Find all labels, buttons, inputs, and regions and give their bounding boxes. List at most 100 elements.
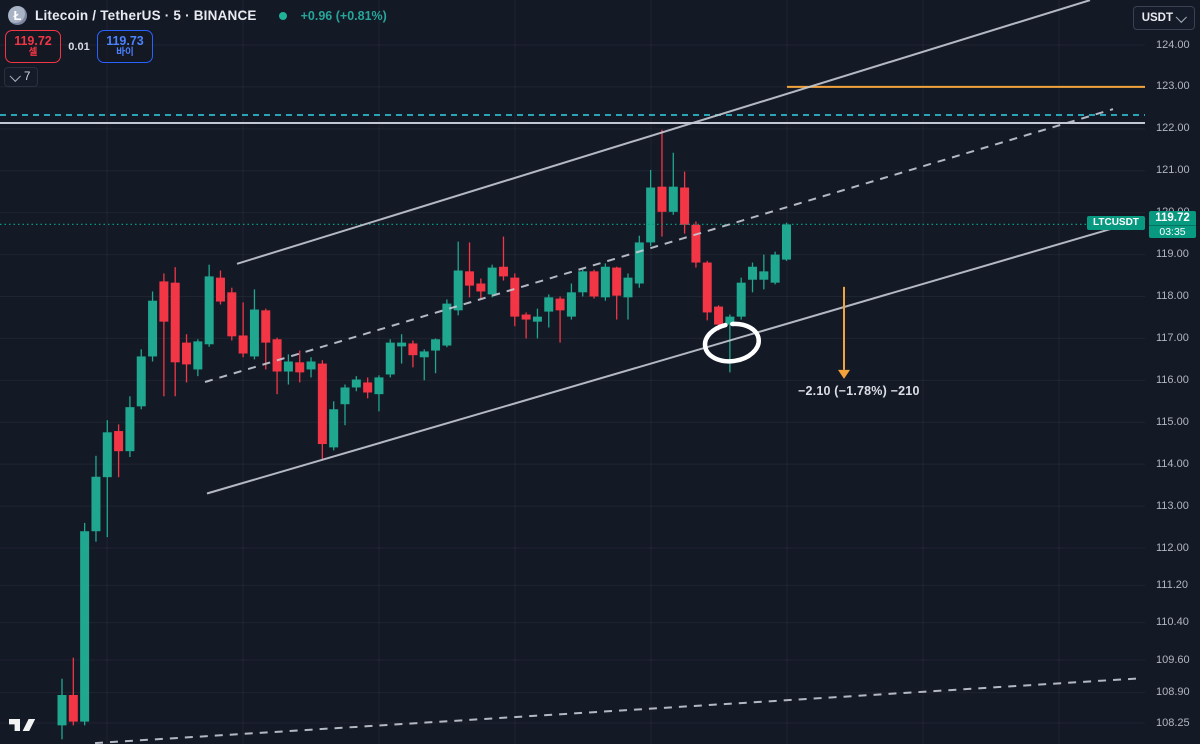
candle-body (600, 266, 610, 298)
tradingview-logo[interactable] (9, 717, 37, 738)
price-axis-label: 115.00 (1156, 415, 1189, 428)
object-tree-dropdown[interactable]: 7 (4, 67, 39, 87)
price-axis-label: 118.00 (1156, 290, 1189, 302)
price-axis-label: 116.00 (1156, 373, 1189, 386)
candle-body (646, 187, 656, 243)
candle-body (193, 341, 203, 370)
last-price-label: 119.72 03:35 (1149, 210, 1196, 238)
candle-body (544, 297, 554, 312)
candle-body (238, 335, 248, 354)
price-axis-label: 111.20 (1156, 578, 1189, 591)
candle-body (623, 277, 633, 298)
candle-body (668, 186, 678, 212)
candle-body (397, 342, 407, 347)
price-change: +0.96 (+0.81%) (300, 8, 387, 23)
candle-body (170, 282, 180, 363)
currency-label: USDT (1141, 12, 1173, 24)
candle-body (272, 339, 282, 372)
candle-body (182, 342, 192, 365)
candle-body (317, 363, 327, 445)
currency-selector[interactable]: USDT (1132, 6, 1195, 30)
order-panel: 119.72 셀 0.01 119.73 바이 (5, 30, 153, 63)
symbol-price-tag: LTCUSDT (1087, 216, 1145, 231)
candle-body (91, 476, 101, 532)
candle-body (759, 271, 769, 280)
candle-body (657, 186, 667, 212)
candle-body (57, 695, 67, 726)
candle-body (612, 267, 622, 296)
candle-body (680, 187, 690, 225)
candle-body (770, 254, 780, 283)
candle-body (555, 298, 565, 311)
candle-body (329, 409, 339, 448)
candle-body (691, 224, 701, 263)
candle-body (532, 316, 542, 322)
measure-arrow-head (838, 369, 850, 379)
litecoin-icon: Ł (8, 6, 27, 25)
lower-channel-line (206, 217, 1146, 495)
candle-body (521, 314, 531, 320)
price-axis-label: 114.00 (1156, 457, 1189, 470)
price-axis-label: 119.00 (1156, 248, 1189, 261)
price-axis-label: 108.90 (1156, 686, 1190, 699)
market-status-dot[interactable] (278, 11, 287, 20)
candle-body (283, 361, 293, 372)
sell-button[interactable]: 119.72 셀 (5, 30, 61, 63)
candle-body (125, 407, 135, 452)
buy-button[interactable]: 119.73 바이 (97, 30, 153, 63)
candle-body (215, 277, 225, 302)
candle-body (725, 316, 735, 325)
candle-body (589, 271, 599, 297)
candle-body (419, 351, 429, 358)
last-price-value: 119.72 (1155, 211, 1190, 224)
candle-body (431, 339, 441, 351)
candle-body (487, 267, 497, 295)
object-count: 7 (24, 71, 31, 83)
candle-body (408, 343, 418, 356)
chart-header: Ł Litecoin / TetherUS · 5 · BINANCE +0.9… (8, 6, 387, 25)
price-axis-label: 117.00 (1156, 331, 1189, 344)
price-axis-label: 110.40 (1156, 616, 1189, 629)
candle-body (306, 361, 316, 370)
price-axis-label: 124.00 (1156, 38, 1190, 51)
chevron-down-icon (9, 70, 21, 82)
upper-channel-line (236, 0, 1091, 265)
highlight-circle (702, 321, 761, 364)
candle-body (159, 281, 169, 322)
candle-body (295, 362, 305, 373)
candle-body (227, 292, 237, 337)
candle-body (498, 266, 508, 277)
candle-body (249, 309, 259, 357)
measure-label: −2.10 (−1.78%) −210 (798, 383, 920, 398)
candle-body (781, 224, 791, 260)
buy-price: 119.73 (106, 33, 144, 48)
candle-body (102, 432, 112, 478)
candle-body (510, 277, 520, 317)
candle-body (578, 271, 588, 293)
candle-body (204, 276, 214, 345)
candle-body (453, 270, 463, 311)
candle-body (148, 300, 158, 357)
candle-body (736, 282, 746, 317)
candle-body (476, 283, 486, 292)
chevron-down-icon (1175, 11, 1187, 23)
candle-body (136, 356, 146, 407)
candle-body (351, 379, 361, 388)
price-axis-label: 113.00 (1156, 499, 1189, 512)
sell-price: 119.72 (14, 33, 52, 48)
price-axis-label: 112.00 (1156, 541, 1189, 554)
candle-body (465, 271, 475, 286)
price-axis-label: 121.00 (1156, 164, 1190, 177)
price-axis-label: 108.25 (1156, 716, 1190, 729)
price-axis-label: 122.00 (1156, 122, 1190, 135)
symbol-title[interactable]: Litecoin / TetherUS · 5 · BINANCE (35, 8, 257, 23)
candle-body (114, 431, 124, 452)
price-axis-label: 123.00 (1156, 80, 1190, 93)
candle-body (363, 382, 373, 393)
candle-body (80, 531, 90, 722)
candle-body (340, 387, 350, 405)
candle-body (714, 306, 724, 325)
